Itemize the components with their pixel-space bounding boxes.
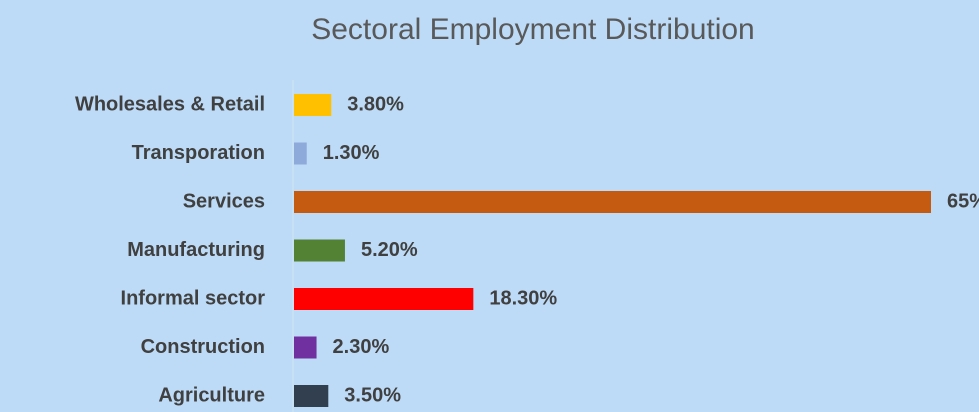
category-label: Transporation	[132, 142, 265, 164]
value-label: 3.80%	[347, 93, 404, 115]
bar	[294, 191, 931, 213]
value-label: 3.50%	[344, 384, 401, 406]
value-label: 2.30%	[333, 336, 390, 358]
bar	[294, 239, 345, 262]
bar	[294, 336, 317, 359]
category-label: Informal sector	[121, 287, 266, 309]
chart-title: Sectoral Employment Distribution	[311, 13, 755, 46]
bar	[294, 385, 329, 407]
bar	[294, 288, 474, 310]
category-label: Manufacturing	[127, 239, 265, 261]
value-label: 1.30%	[323, 142, 380, 164]
category-label: Agriculture	[158, 384, 265, 406]
value-label: 18.30%	[489, 287, 557, 309]
bar	[294, 142, 307, 165]
category-label: Services	[183, 190, 265, 212]
value-label: 65%	[947, 190, 979, 212]
value-label: 5.20%	[361, 239, 418, 261]
category-label: Wholesales & Retail	[75, 93, 265, 115]
category-label: Construction	[141, 336, 265, 358]
bar	[294, 94, 332, 116]
